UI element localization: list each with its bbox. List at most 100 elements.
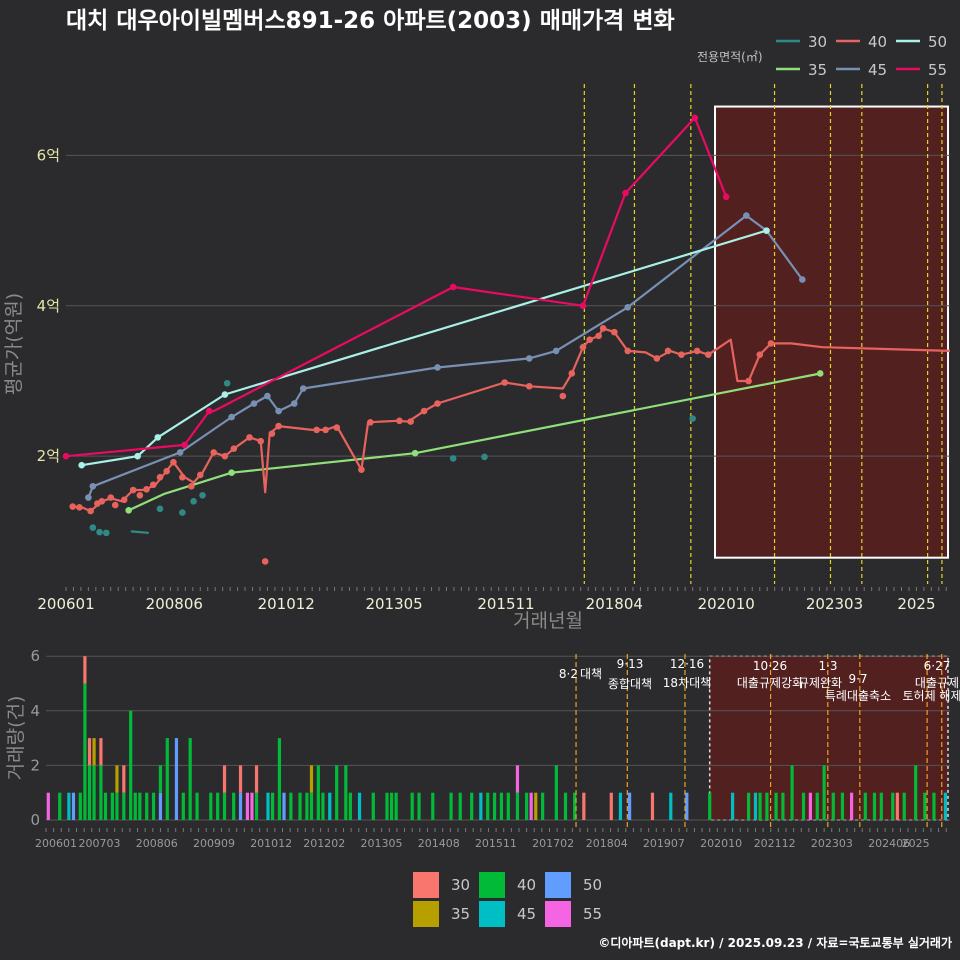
data-point-45 [798, 276, 806, 283]
data-point-45 [525, 355, 533, 362]
x-axis-title: 거래년월 [513, 610, 583, 632]
data-point-45 [85, 494, 92, 501]
data-point-55 [205, 407, 213, 415]
x-tick-label: 200806 [146, 595, 203, 613]
bar-segment-40 [902, 792, 906, 820]
data-point-40 [69, 503, 77, 510]
bar-segment-40 [506, 792, 510, 820]
data-point-45 [434, 364, 441, 371]
bar-segment-45 [479, 792, 483, 820]
data-point-40 [624, 347, 632, 355]
bar-segment-40 [499, 792, 504, 820]
bar-segment-30 [582, 792, 586, 820]
data-point-30 [481, 453, 488, 461]
data-point-45 [176, 449, 184, 456]
highlight-period-box [714, 105, 949, 559]
data-point-50 [134, 452, 141, 460]
data-point-30 [223, 379, 231, 387]
bar-segment-50 [174, 738, 179, 820]
data-point-40 [767, 340, 775, 347]
data-point-35 [125, 507, 132, 514]
y-tick-label: 2억 [37, 447, 60, 465]
bar-segment-40 [815, 792, 819, 820]
bar-segment-40 [932, 792, 936, 820]
bar-segment-40 [891, 792, 895, 820]
data-point-30 [689, 415, 696, 422]
bar-segment-40 [573, 792, 577, 820]
event-text-label: 규제완화 [798, 676, 842, 690]
bar-segment-40 [765, 792, 769, 820]
data-point-40 [595, 332, 602, 340]
data-point-55 [449, 283, 457, 291]
bar-segment-40 [774, 792, 778, 820]
data-point-55 [622, 189, 629, 197]
bar-segment-40 [486, 792, 490, 820]
x-tick-label: 201305 [361, 837, 403, 850]
bar-segment-40 [195, 792, 199, 820]
data-point-40 [257, 437, 265, 445]
data-point-40 [87, 507, 94, 515]
data-point-40 [221, 452, 229, 460]
data-point-40 [664, 347, 672, 355]
x-tick-label: 201012 [250, 837, 292, 850]
y-tick-label: 4 [30, 702, 40, 720]
bar-segment-40 [831, 792, 835, 820]
data-point-40 [120, 496, 128, 504]
bar-segment-40 [431, 792, 435, 820]
series-line-30 [130, 530, 149, 534]
bar-segment-40 [209, 792, 213, 820]
data-point-40 [149, 481, 157, 489]
bar-segment-40 [99, 765, 103, 820]
bar-segment-40 [708, 792, 712, 820]
bar-segment-55 [245, 792, 249, 820]
event-text-label: 대출규제 [915, 676, 959, 690]
bar-segment-45 [357, 792, 362, 820]
data-point-40 [196, 471, 204, 479]
bar-segment-55 [808, 792, 812, 820]
bar-segment-40 [158, 765, 163, 793]
bar-segment-40 [138, 792, 142, 820]
x-tick-label: 2025 [897, 595, 935, 613]
x-tick-label: 201907 [643, 837, 685, 850]
data-point-40 [559, 392, 567, 400]
bar-segment-50 [627, 792, 632, 820]
bar-segment-40 [822, 765, 826, 820]
event-text-label: 대책 [580, 666, 602, 681]
bar-segment-40 [78, 792, 82, 820]
data-point-55 [62, 452, 70, 460]
x-tick-label: 201408 [418, 837, 460, 850]
bar-segment-40 [914, 765, 918, 820]
bar-legend-swatch-35 [413, 901, 439, 927]
x-tick-label: 200601 [35, 837, 77, 850]
data-point-35 [228, 469, 235, 477]
x-tick-label: 202010 [700, 837, 742, 850]
bar-legend-label-45: 45 [517, 905, 536, 923]
bottom-panel: 0 2 4 6 8·2 대책 9·13 종합대책 12·16 18차대책 10·26 대출규제강화 1·… [5, 647, 960, 850]
data-point-40 [599, 325, 607, 332]
x-tick-label: 200703 [79, 837, 121, 850]
data-point-30 [199, 491, 206, 499]
bar-segment-55 [46, 792, 50, 820]
bar-segment-40 [525, 792, 529, 820]
data-point-55 [722, 193, 730, 201]
bar-segment-40 [492, 792, 497, 820]
bar-segment-50 [685, 792, 689, 820]
legend-label-55: 55 [928, 61, 947, 79]
bar-segment-35 [534, 792, 538, 820]
event-date-label: 10·26 [753, 659, 787, 673]
bar-legend-swatch-50 [545, 872, 571, 898]
bar-segment-40 [554, 765, 558, 820]
bar-segment-35 [309, 765, 314, 793]
data-point-35 [411, 449, 419, 457]
bar-segment-50 [238, 792, 243, 820]
x-tick-label: 201804 [586, 595, 643, 613]
data-point-40 [246, 434, 253, 441]
bar-segment-35 [115, 765, 119, 793]
bar-segment-40 [458, 792, 462, 820]
data-point-45 [275, 407, 282, 415]
data-point-30 [179, 509, 186, 516]
bar-segment-30 [254, 765, 259, 793]
bar-segment-45 [730, 792, 735, 820]
bar-segment-40 [879, 792, 883, 820]
y-axis-title: 거래량(건) [5, 696, 27, 781]
